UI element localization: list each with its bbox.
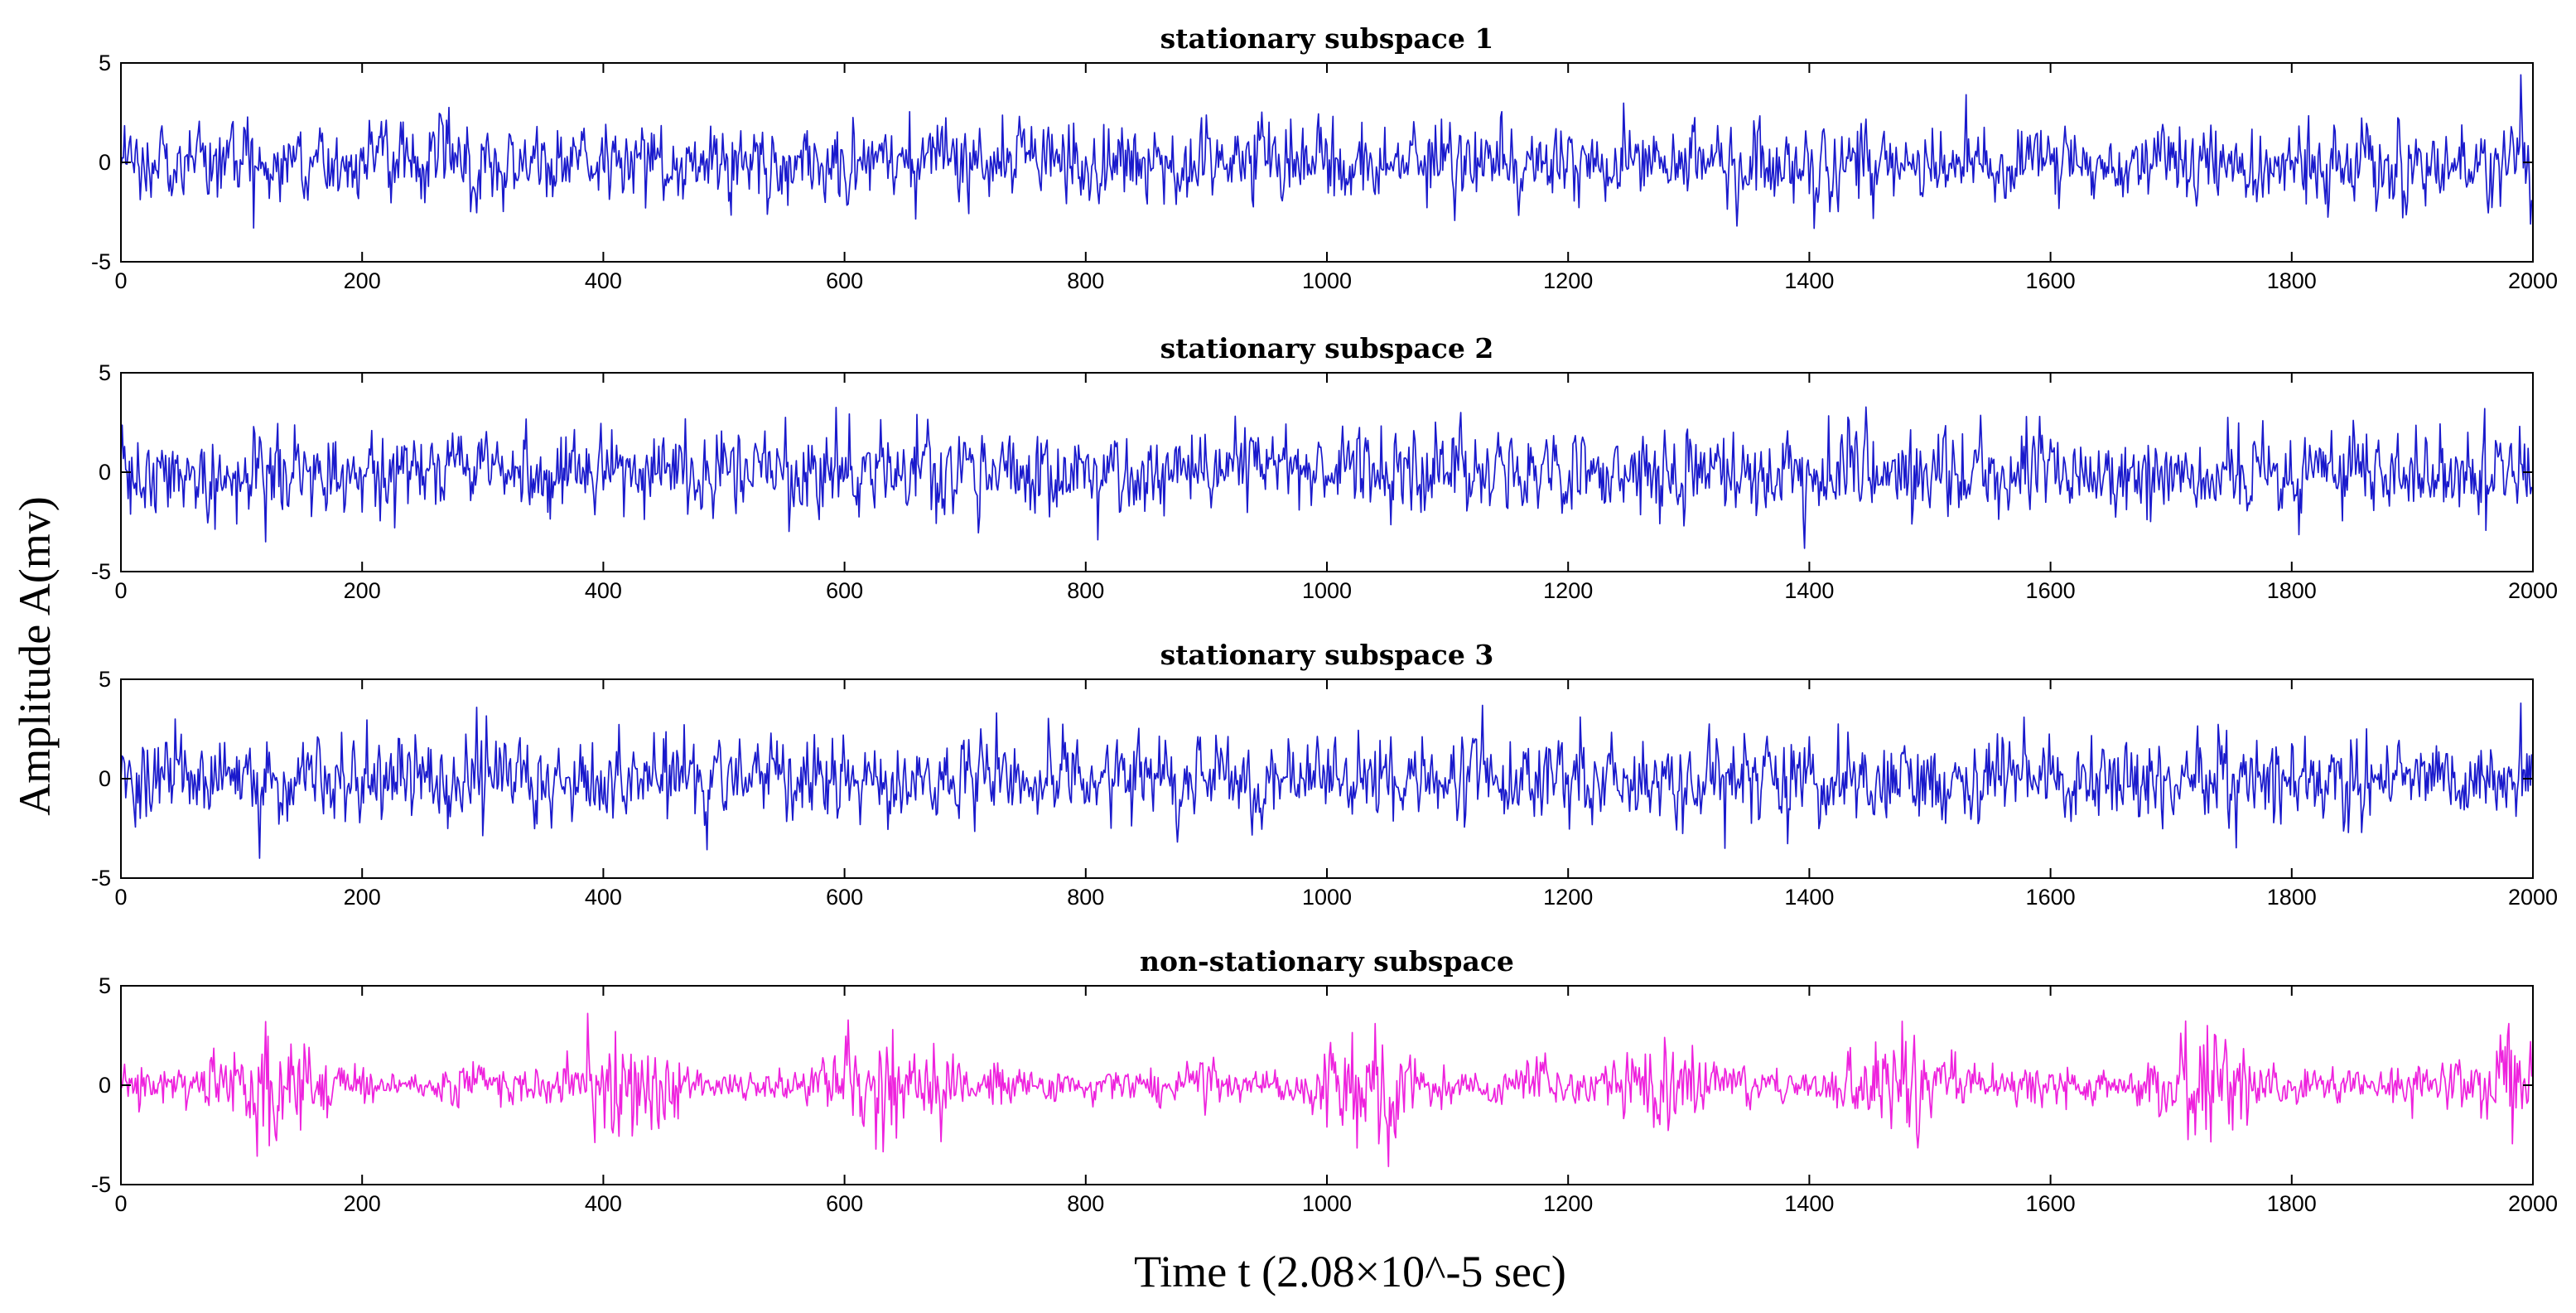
- subplots: stationary subspace 1 0 200 400 600 800 1000 12…: [91, 22, 2558, 1216]
- subplot-4: non-stationary subspace 0 200 400 600 800 1000…: [91, 945, 2558, 1216]
- y-tick-label: -5: [91, 249, 111, 274]
- x-tick-label: 2000: [2508, 578, 2558, 603]
- x-tick-label: 1800: [2267, 1191, 2317, 1216]
- x-tick-label: 1200: [1543, 1191, 1593, 1216]
- y-tick-label: 5: [99, 51, 111, 75]
- y-axis-label: Amplitude A(mv): [10, 496, 60, 815]
- x-tick-label: 1400: [1784, 578, 1834, 603]
- x-tick-label: 1600: [2026, 1191, 2076, 1216]
- x-tick-label: 1200: [1543, 578, 1593, 603]
- x-tick-label: 1000: [1302, 1191, 1352, 1216]
- x-tick-label: 200: [344, 1191, 381, 1216]
- x-tick-label: 1000: [1302, 578, 1352, 603]
- x-tick-label: 1000: [1302, 268, 1352, 293]
- x-tick-label: 1800: [2267, 885, 2317, 910]
- x-tick-label: 1400: [1784, 1191, 1834, 1216]
- subplot-title: non-stationary subspace: [1140, 945, 1514, 978]
- x-tick-label: 2000: [2508, 1191, 2558, 1216]
- x-tick-label: 800: [1067, 268, 1104, 293]
- x-tick-label: 1600: [2026, 578, 2076, 603]
- x-tick-label: 0: [114, 1191, 127, 1216]
- x-tick-label: 200: [344, 578, 381, 603]
- x-tick-label: 800: [1067, 885, 1104, 910]
- subplot-2: stationary subspace 2 0 200 400 600 800 1000 12…: [91, 332, 2558, 603]
- y-tick-label: 0: [99, 460, 111, 485]
- x-tick-label: 1400: [1784, 885, 1834, 910]
- y-tick-label: 5: [99, 973, 111, 998]
- x-tick-label: 200: [344, 268, 381, 293]
- signal-line: [120, 702, 2533, 859]
- x-axis-label: Time t (2.08×10^-5 sec): [1134, 1247, 1566, 1296]
- x-tick-label: 0: [114, 885, 127, 910]
- signal-line: [120, 74, 2533, 229]
- x-tick-label: 1200: [1543, 885, 1593, 910]
- subplot-title: stationary subspace 1: [1160, 22, 1494, 55]
- y-tick-label: -5: [91, 559, 111, 584]
- x-tick-label: 400: [585, 578, 622, 603]
- x-tick-label: 400: [585, 1191, 622, 1216]
- x-tick-label: 2000: [2508, 268, 2558, 293]
- x-tick-label: 600: [826, 578, 863, 603]
- x-tick-label: 800: [1067, 1191, 1104, 1216]
- y-tick-label: -5: [91, 866, 111, 891]
- x-tick-label: 2000: [2508, 885, 2558, 910]
- y-tick-label: 5: [99, 667, 111, 692]
- subplot-3: stationary subspace 3 0 200 400 600 800 1000 12…: [91, 639, 2558, 910]
- x-tick-label: 1800: [2267, 268, 2317, 293]
- x-tick-label: 600: [826, 885, 863, 910]
- x-tick-label: 400: [585, 268, 622, 293]
- y-tick-label: 0: [99, 1073, 111, 1098]
- x-tick-label: 1600: [2026, 268, 2076, 293]
- x-tick-label: 1200: [1543, 268, 1593, 293]
- subplot-title: stationary subspace 3: [1160, 639, 1494, 671]
- x-tick-label: 200: [344, 885, 381, 910]
- x-tick-label: 600: [826, 1191, 863, 1216]
- y-tick-label: 0: [99, 150, 111, 175]
- x-tick-label: 1800: [2267, 578, 2317, 603]
- signal-line: [120, 406, 2533, 549]
- x-tick-label: 0: [114, 578, 127, 603]
- x-tick-label: 1400: [1784, 268, 1834, 293]
- x-tick-label: 0: [114, 268, 127, 293]
- y-tick-label: 0: [99, 766, 111, 791]
- subplot-1: stationary subspace 1 0 200 400 600 800 1000 12…: [91, 22, 2558, 293]
- x-tick-label: 1000: [1302, 885, 1352, 910]
- y-tick-label: 5: [99, 360, 111, 385]
- x-tick-label: 400: [585, 885, 622, 910]
- subplot-title: stationary subspace 2: [1160, 332, 1494, 364]
- x-tick-label: 600: [826, 268, 863, 293]
- y-tick-label: -5: [91, 1172, 111, 1197]
- x-tick-label: 800: [1067, 578, 1104, 603]
- x-tick-label: 1600: [2026, 885, 2076, 910]
- signal-line: [120, 1012, 2533, 1167]
